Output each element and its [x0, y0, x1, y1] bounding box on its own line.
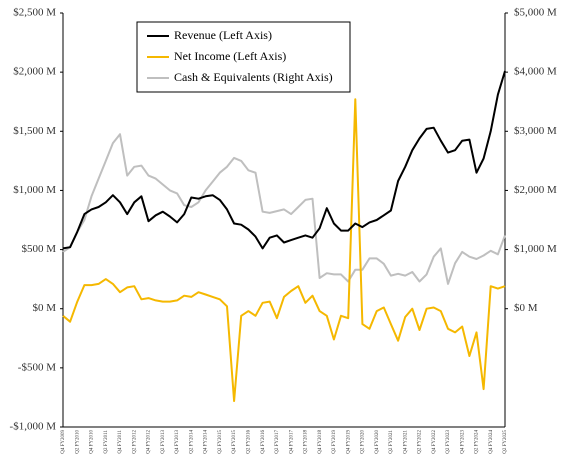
series-line: [62, 70, 506, 250]
y-tick-label: $500 M: [21, 243, 56, 255]
y2-tick-label: $4,000 M: [514, 66, 557, 78]
x-tick-label: Q2 FY2011: [104, 430, 109, 454]
y-tick-label: $2,000 M: [13, 66, 56, 78]
x-tick-label: Q4 FY2011: [118, 430, 123, 454]
x-tick-label: Q2 FY2015: [218, 430, 223, 454]
x-tick-label: Q4 FY2024: [489, 430, 494, 454]
series-line: [62, 98, 506, 402]
x-tick-label: Q4 FY2023: [460, 430, 465, 454]
x-tick-label: Q2 FY2019: [332, 430, 337, 454]
y-tick-label: -$500 M: [18, 361, 56, 373]
y2-tick-label: $0 M: [514, 302, 538, 314]
x-tick-label: Q4 FY2017: [289, 430, 294, 454]
y-tick-label: $0 M: [32, 302, 56, 314]
x-tick-label: Q4 FY2013: [175, 430, 180, 454]
x-tick-label: Q2 FY2018: [304, 430, 309, 454]
x-tick-label: Q2 FY2010: [75, 430, 80, 454]
x-tick-label: Q4 FY2015: [232, 430, 237, 454]
x-tick-label: Q4 FY2022: [432, 430, 437, 454]
x-tick-label: Q2 FY2024: [475, 430, 480, 454]
y2-tick-label: $1,000 M: [514, 243, 557, 255]
legend: Revenue (Left Axis) Net Income (Left Axis…: [136, 21, 351, 93]
x-tick-label: Q4 FY2012: [147, 430, 152, 454]
x-tick-label: Q4 FY2014: [204, 430, 209, 454]
legend-box: [136, 21, 351, 93]
x-tick-label: Q2 FY2012: [132, 430, 137, 454]
x-tick-label: Q2 FY2016: [246, 430, 251, 454]
x-tick-label: Q2 FY2014: [189, 430, 194, 454]
legend-label: Cash & Equivalents (Right Axis): [174, 70, 333, 84]
y2-tick-label: $2,000 M: [514, 184, 557, 196]
y2-tick-label: $5,000 M: [514, 7, 557, 19]
x-tick-label: Q2 FY2022: [418, 430, 423, 454]
x-tick-label: Q2 FY2021: [389, 430, 394, 454]
y2-tick-label: $3,000 M: [514, 125, 557, 137]
x-tick-label: Q2 FY2017: [275, 430, 280, 454]
y-tick-label: $2,500 M: [13, 7, 56, 19]
y-tick-label: $1,000 M: [13, 184, 56, 196]
series-line: [62, 133, 506, 285]
x-tick-label: Q4 FY2016: [261, 430, 266, 454]
y-tick-label: -$1,000 M: [10, 421, 57, 433]
x-tick-label: Q4 FY2010: [90, 430, 95, 454]
x-tick-label: Q4 FY2019: [346, 430, 351, 454]
x-tick-label: Q4 FY2020: [375, 430, 380, 454]
x-tick-label: Q2 FY2020: [361, 430, 366, 454]
x-tick-label: Q2 FY2025: [503, 430, 508, 454]
x-tick-label: Q4 FY2009: [61, 430, 66, 454]
legend-label: Net Income (Left Axis): [174, 49, 286, 63]
y-tick-label: $1,500 M: [13, 125, 56, 137]
x-tick-label: Q2 FY2023: [446, 430, 451, 454]
x-tick-label: Q4 FY2018: [318, 430, 323, 454]
x-tick-label: Q2 FY2013: [161, 430, 166, 454]
legend-label: Revenue (Left Axis): [174, 28, 272, 42]
x-tick-label: Q4 FY2021: [403, 430, 408, 454]
